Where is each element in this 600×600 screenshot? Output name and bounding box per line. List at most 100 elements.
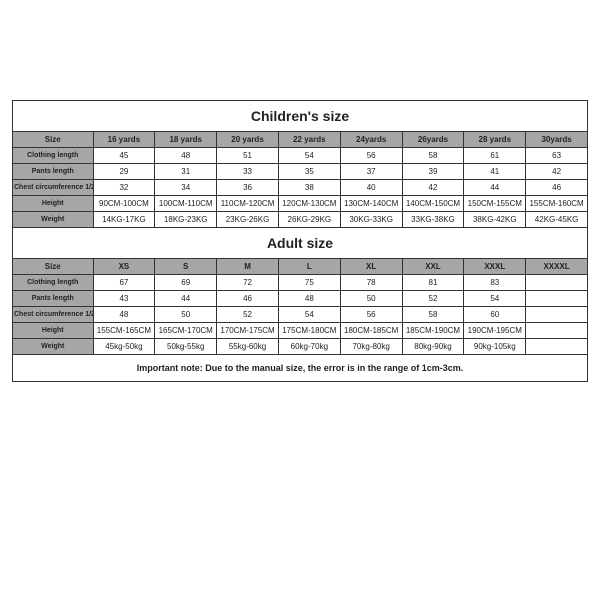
cell: 81 [402,275,464,291]
table-row: Chest circumference 1/2 48 50 52 54 56 5… [13,307,588,323]
size-table: Children's size Size 16 yards 18 yards 2… [12,100,588,382]
cell [526,307,588,323]
children-header-1: 16 yards [93,132,155,148]
cell: 48 [278,291,340,307]
cell: 175CM-180CM [278,323,340,339]
table-row: Clothing length 67 69 72 75 78 81 83 [13,275,588,291]
cell: 56 [340,307,402,323]
cell: 51 [217,148,279,164]
cell: 56 [340,148,402,164]
table-row: Height 90CM-100CM 100CM-110CM 110CM-120C… [13,196,588,212]
adult-header-2: S [155,259,217,275]
cell: 44 [464,180,526,196]
cell: 170CM-175CM [217,323,279,339]
cell: 35 [278,164,340,180]
table-row: Weight 45kg-50kg 50kg-55kg 55kg-60kg 60k… [13,339,588,355]
cell: 42 [402,180,464,196]
cell: 180CM-185CM [340,323,402,339]
row-label: Height [13,323,94,339]
cell: 36 [217,180,279,196]
cell: 110CM-120CM [217,196,279,212]
cell: 50 [340,291,402,307]
adult-header-row: Size XS S M L XL XXL XXXL XXXXL [13,259,588,275]
cell: 41 [464,164,526,180]
cell: 155CM-165CM [93,323,155,339]
adult-title: Adult size [13,228,588,259]
cell: 61 [464,148,526,164]
cell: 37 [340,164,402,180]
cell: 14KG-17KG [93,212,155,228]
cell: 120CM-130CM [278,196,340,212]
cell [526,323,588,339]
adult-header-0: Size [13,259,94,275]
children-header-6: 26yards [402,132,464,148]
children-header-2: 18 yards [155,132,217,148]
cell: 165CM-170CM [155,323,217,339]
cell: 90kg-105kg [464,339,526,355]
table-row: Pants length 43 44 46 48 50 52 54 [13,291,588,307]
cell: 72 [217,275,279,291]
table-row: Weight 14KG-17KG 18KG-23KG 23KG-26KG 26K… [13,212,588,228]
cell: 155CM-160CM [526,196,588,212]
cell: 46 [526,180,588,196]
row-label: Pants length [13,291,94,307]
cell: 43 [93,291,155,307]
adult-header-5: XL [340,259,402,275]
cell: 42 [526,164,588,180]
row-label: Chest circumference 1/2 [13,307,94,323]
table-row: Pants length 29 31 33 35 37 39 41 42 [13,164,588,180]
row-label: Weight [13,339,94,355]
cell: 100CM-110CM [155,196,217,212]
cell: 69 [155,275,217,291]
row-label: Chest circumference 1/2 [13,180,94,196]
cell: 33 [217,164,279,180]
cell: 18KG-23KG [155,212,217,228]
cell: 44 [155,291,217,307]
cell: 39 [402,164,464,180]
cell: 33KG-38KG [402,212,464,228]
important-note: Important note: Due to the manual size, … [13,355,588,382]
adult-header-7: XXXL [464,259,526,275]
children-header-0: Size [13,132,94,148]
cell: 185CM-190CM [402,323,464,339]
cell: 48 [93,307,155,323]
cell: 38 [278,180,340,196]
cell: 150CM-155CM [464,196,526,212]
cell [526,291,588,307]
children-header-8: 30yards [526,132,588,148]
adult-header-8: XXXXL [526,259,588,275]
note-row: Important note: Due to the manual size, … [13,355,588,382]
cell: 29 [93,164,155,180]
cell: 23KG-26KG [217,212,279,228]
cell: 48 [155,148,217,164]
cell: 67 [93,275,155,291]
cell: 50kg-55kg [155,339,217,355]
adult-header-1: XS [93,259,155,275]
cell: 45 [93,148,155,164]
cell: 30KG-33KG [340,212,402,228]
cell: 34 [155,180,217,196]
cell: 31 [155,164,217,180]
row-label: Clothing length [13,148,94,164]
cell: 45kg-50kg [93,339,155,355]
children-title-row: Children's size [13,101,588,132]
cell: 60kg-70kg [278,339,340,355]
cell: 70kg-80kg [340,339,402,355]
children-header-4: 22 yards [278,132,340,148]
children-header-5: 24yards [340,132,402,148]
cell: 90CM-100CM [93,196,155,212]
adult-header-4: L [278,259,340,275]
cell: 55kg-60kg [217,339,279,355]
row-label: Height [13,196,94,212]
table-row: Height 155CM-165CM 165CM-170CM 170CM-175… [13,323,588,339]
cell: 40 [340,180,402,196]
cell: 78 [340,275,402,291]
table-row: Chest circumference 1/2 32 34 36 38 40 4… [13,180,588,196]
cell [526,275,588,291]
cell: 130CM-140CM [340,196,402,212]
cell: 46 [217,291,279,307]
cell [526,339,588,355]
table-row: Clothing length 45 48 51 54 56 58 61 63 [13,148,588,164]
size-chart-container: Children's size Size 16 yards 18 yards 2… [0,0,600,382]
cell: 26KG-29KG [278,212,340,228]
